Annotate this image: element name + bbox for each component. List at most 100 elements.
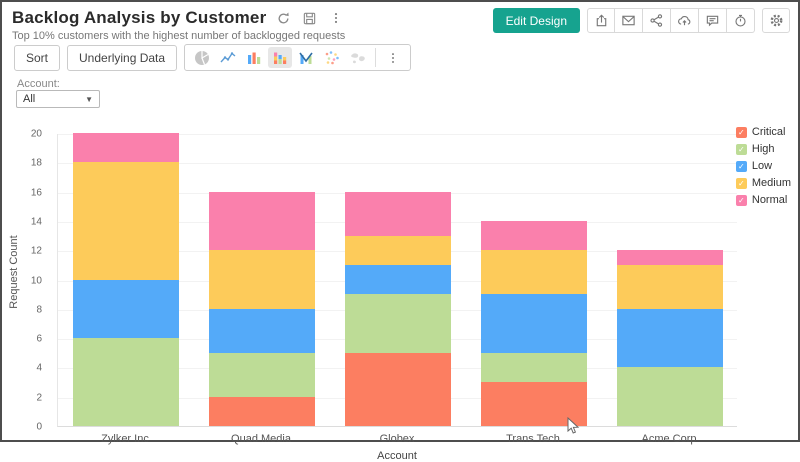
bar-segment-medium[interactable]: [617, 264, 723, 309]
legend-checkbox[interactable]: ✓: [735, 143, 747, 155]
y-tick-label: 14: [30, 216, 42, 228]
refresh-icon[interactable]: [275, 10, 292, 27]
cloud-upload-icon[interactable]: [671, 8, 699, 33]
x-axis-labels: Zylker Inc Quad Media Globex Trans Tech Acme…: [57, 433, 737, 447]
y-tick-label: 2: [36, 392, 42, 404]
bar-segment-high[interactable]: [481, 352, 587, 383]
bar-trans-tech[interactable]: [481, 134, 587, 426]
email-icon[interactable]: [615, 8, 643, 33]
bar-quad-media[interactable]: [209, 134, 315, 426]
bar-segment-normal[interactable]: [617, 250, 723, 265]
more-chart-types-icon[interactable]: [381, 47, 405, 68]
sort-button[interactable]: Sort: [14, 44, 61, 71]
bar-segment-low[interactable]: [617, 308, 723, 368]
alert-icon[interactable]: [727, 8, 755, 33]
y-axis-ticks: 0 2 4 6 8 10 12 14 16 18 20: [20, 129, 48, 433]
bar-segment-low[interactable]: [345, 264, 451, 295]
gridline: [58, 134, 737, 135]
bar-segment-medium[interactable]: [345, 235, 451, 265]
mouse-cursor: [567, 417, 580, 435]
comment-icon[interactable]: [699, 8, 727, 33]
bar-segment-high[interactable]: [73, 338, 179, 426]
bar-segment-medium[interactable]: [481, 250, 587, 295]
legend-checkbox[interactable]: ✓: [735, 177, 747, 189]
export-icon[interactable]: [587, 8, 615, 33]
x-tick-label: Zylker Inc: [101, 433, 149, 445]
map-chart-icon[interactable]: [346, 47, 370, 68]
y-tick-label: 18: [30, 157, 42, 169]
bar-acme-corp[interactable]: [617, 134, 723, 426]
bar-chart-icon[interactable]: [242, 47, 266, 68]
title-block: Backlog Analysis by Customer: [12, 8, 344, 28]
y-tick-label: 0: [36, 421, 42, 433]
bar-zylker-inc[interactable]: [73, 133, 179, 426]
bar-segment-high[interactable]: [617, 367, 723, 426]
legend-item-normal[interactable]: ✓ Normal: [735, 194, 791, 206]
bar-segment-medium[interactable]: [73, 162, 179, 280]
x-axis-title: Account: [377, 450, 417, 462]
toolbar: Sort Underlying Data: [14, 44, 412, 71]
gridline: [58, 163, 737, 165]
header-actions: Edit Design: [492, 8, 790, 33]
bar-segment-critical[interactable]: [209, 396, 315, 426]
legend-item-medium[interactable]: ✓ Medium: [735, 177, 791, 189]
y-tick-label: 8: [36, 304, 42, 316]
legend-checkbox[interactable]: ✓: [735, 126, 747, 138]
y-tick-label: 16: [30, 187, 42, 199]
edit-design-button[interactable]: Edit Design: [492, 8, 580, 33]
y-tick-label: 10: [30, 275, 42, 286]
page-title: Backlog Analysis by Customer: [12, 8, 267, 27]
underlying-data-button[interactable]: Underlying Data: [67, 44, 178, 71]
bar-segment-normal[interactable]: [345, 191, 451, 236]
x-tick-label: Quad Media: [231, 433, 291, 445]
chart-region: Request Count 0 2 4 6 8 10 12 14 16 18 20 Zylker I…: [2, 117, 798, 462]
bar-segment-critical[interactable]: [345, 352, 451, 426]
more-options-icon[interactable]: [327, 10, 344, 27]
toolbar-separator: [375, 48, 377, 67]
legend-checkbox[interactable]: ✓: [735, 160, 747, 172]
account-filter-dropdown[interactable]: All ▼: [16, 90, 100, 108]
y-tick-label: 12: [30, 245, 42, 257]
y-tick-label: 20: [30, 128, 42, 140]
bar-segment-normal[interactable]: [481, 220, 587, 251]
save-icon[interactable]: [301, 10, 318, 27]
legend: ✓ Critical ✓ High ✓ Low ✓ Medium ✓ Normal: [735, 126, 791, 206]
y-axis-title: Request Count: [8, 235, 20, 309]
stacked-bar-chart-icon[interactable]: [268, 47, 293, 68]
x-tick-label: Trans Tech: [506, 433, 560, 445]
legend-label: Normal: [751, 194, 788, 206]
legend-item-high[interactable]: ✓ High: [735, 143, 791, 155]
bar-segment-high[interactable]: [345, 294, 451, 353]
bar-segment-medium[interactable]: [209, 250, 315, 309]
action-icon-group: [587, 8, 755, 33]
bar-segment-low[interactable]: [73, 279, 179, 339]
legend-checkbox[interactable]: ✓: [735, 194, 747, 206]
account-filter-value: All: [23, 93, 36, 105]
y-tick-label: 6: [36, 333, 42, 345]
scatter-chart-icon[interactable]: [320, 47, 344, 68]
x-tick-label: Globex: [379, 433, 415, 445]
legend-label: High: [751, 143, 775, 155]
line-chart-icon[interactable]: [216, 47, 240, 68]
bar-segment-normal[interactable]: [73, 133, 179, 163]
chart-type-group: [184, 44, 412, 71]
legend-label: Low: [751, 160, 773, 172]
bar-segment-normal[interactable]: [209, 191, 315, 251]
legend-label: Critical: [751, 126, 786, 138]
x-tick-label: Acme Corp: [641, 433, 697, 445]
combo-chart-icon[interactable]: [294, 47, 318, 68]
bar-globex[interactable]: [345, 134, 451, 426]
account-filter-label: Account:: [17, 78, 60, 90]
legend-item-low[interactable]: ✓ Low: [735, 160, 791, 172]
page-subtitle: Top 10% customers with the highest numbe…: [12, 30, 346, 42]
pie-chart-icon[interactable]: [190, 47, 214, 68]
y-tick-label: 4: [36, 362, 42, 374]
share-icon[interactable]: [643, 8, 671, 33]
legend-item-critical[interactable]: ✓ Critical: [735, 126, 791, 138]
bar-segment-low[interactable]: [209, 308, 315, 353]
bar-segment-high[interactable]: [209, 352, 315, 397]
bar-segment-low[interactable]: [481, 294, 587, 353]
chevron-down-icon: ▼: [85, 94, 93, 104]
settings-icon[interactable]: [762, 8, 790, 33]
